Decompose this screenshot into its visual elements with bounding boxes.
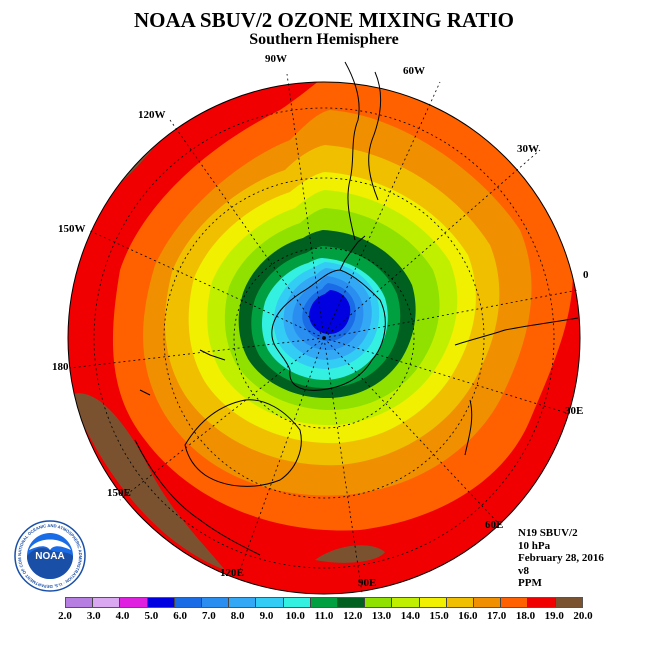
color-scale-cell <box>229 598 257 607</box>
color-scale-cell <box>66 598 94 607</box>
color-scale-cell <box>310 598 339 607</box>
color-scale-cell <box>555 598 582 607</box>
lon-label-60w: 60W <box>403 65 425 77</box>
antarctica-coastline <box>271 269 386 391</box>
lon-label-180: 180 <box>52 361 69 373</box>
color-scale-cell <box>446 598 475 607</box>
ozone-band-20-patch-sw <box>70 393 225 570</box>
color-scale-cell <box>147 598 175 607</box>
australia-coastline <box>184 399 302 487</box>
color-scale-label: 10.0 <box>285 610 305 622</box>
color-scale-labels: 2.0 3.0 4.0 5.0 6.0 7.0 8.0 9.0 10.0 11.0 12.0 13.0… <box>0 610 648 624</box>
lon-label-90w: 90W <box>265 53 287 65</box>
color-scale-cell <box>338 598 366 607</box>
color-scale-cell <box>202 598 230 607</box>
color-scale-label: 4.0 <box>115 610 130 622</box>
color-scale-label: 7.0 <box>202 610 216 622</box>
africa-coastline <box>454 317 579 456</box>
graticule <box>69 73 579 594</box>
antarctic-peninsula <box>339 235 366 271</box>
lon-label-90e: 90E <box>358 577 376 589</box>
version-label: v8 <box>518 564 529 577</box>
color-scale-cell <box>528 598 556 607</box>
date-label: February 28, 2016 <box>518 552 604 564</box>
logo-text: NOAA <box>35 551 64 562</box>
pressure-label: 10 hPa <box>518 539 551 552</box>
data-info-block: N19 SBUV/2 10 hPa February 28, 2016 v8 P… <box>518 527 604 590</box>
color-scale-label: 9.0 <box>259 610 274 622</box>
lon-label-150e: 150E <box>107 487 131 499</box>
lon-label-30w: 30W <box>517 143 539 155</box>
color-scale-label: 17.0 <box>487 610 507 622</box>
color-scale-bar <box>65 597 583 608</box>
color-scale-cell <box>256 598 284 607</box>
color-scale-label: 12.0 <box>343 610 363 622</box>
color-scale-cell <box>501 598 529 607</box>
color-scale-label: 19.0 <box>544 610 564 622</box>
page-title: NOAA SBUV/2 OZONE MIXING RATIO <box>134 8 514 32</box>
color-scale-cell <box>120 598 148 607</box>
color-scale-label: 11.0 <box>314 610 334 622</box>
lon-label-30e: 30E <box>565 405 583 417</box>
color-scale-cell <box>93 598 121 607</box>
color-scale-label: 16.0 <box>458 610 478 622</box>
color-scale-label: 2.0 <box>58 610 72 622</box>
lon-label-120w: 120W <box>138 109 166 121</box>
noaa-logo: NATIONAL OCEANIC AND ATMOSPHERIC ADMINIS… <box>14 520 86 592</box>
ozone-band-20-patch-s <box>315 545 385 563</box>
color-scale-label: 14.0 <box>400 610 420 622</box>
color-scale-cell <box>474 598 502 607</box>
lon-label-150w: 150W <box>58 223 86 235</box>
color-scale-label: 5.0 <box>144 610 159 622</box>
color-scale-cell <box>419 598 447 607</box>
color-scale-cell <box>174 598 203 607</box>
map-border <box>67 81 581 595</box>
ozone-band-5 <box>309 290 351 334</box>
color-scale-label: 18.0 <box>515 610 536 622</box>
color-scale-label: 20.0 <box>573 610 593 622</box>
coastlines <box>134 61 579 556</box>
color-scale-label: 13.0 <box>371 610 392 622</box>
lon-label-60e: 60E <box>485 519 503 531</box>
page-subtitle: Southern Hemisphere <box>249 31 399 48</box>
color-scale-cell <box>392 598 420 607</box>
south-america-coastline <box>344 61 381 241</box>
lon-label-0: 0 <box>583 269 589 281</box>
color-scale-label: 3.0 <box>86 610 101 622</box>
color-scale-label: 15.0 <box>429 610 449 622</box>
color-scale-label: 6.0 <box>173 610 187 622</box>
units-label: PPM <box>518 577 542 589</box>
color-scale-cell <box>365 598 393 607</box>
color-scale-cell <box>283 598 311 607</box>
new-zealand-coastline <box>139 349 226 396</box>
color-scale-label: 8.0 <box>230 610 245 622</box>
instrument-label: N19 SBUV/2 <box>518 527 578 539</box>
lon-label-120e: 120E <box>220 567 244 579</box>
southeast-asia-coastline <box>134 439 261 556</box>
